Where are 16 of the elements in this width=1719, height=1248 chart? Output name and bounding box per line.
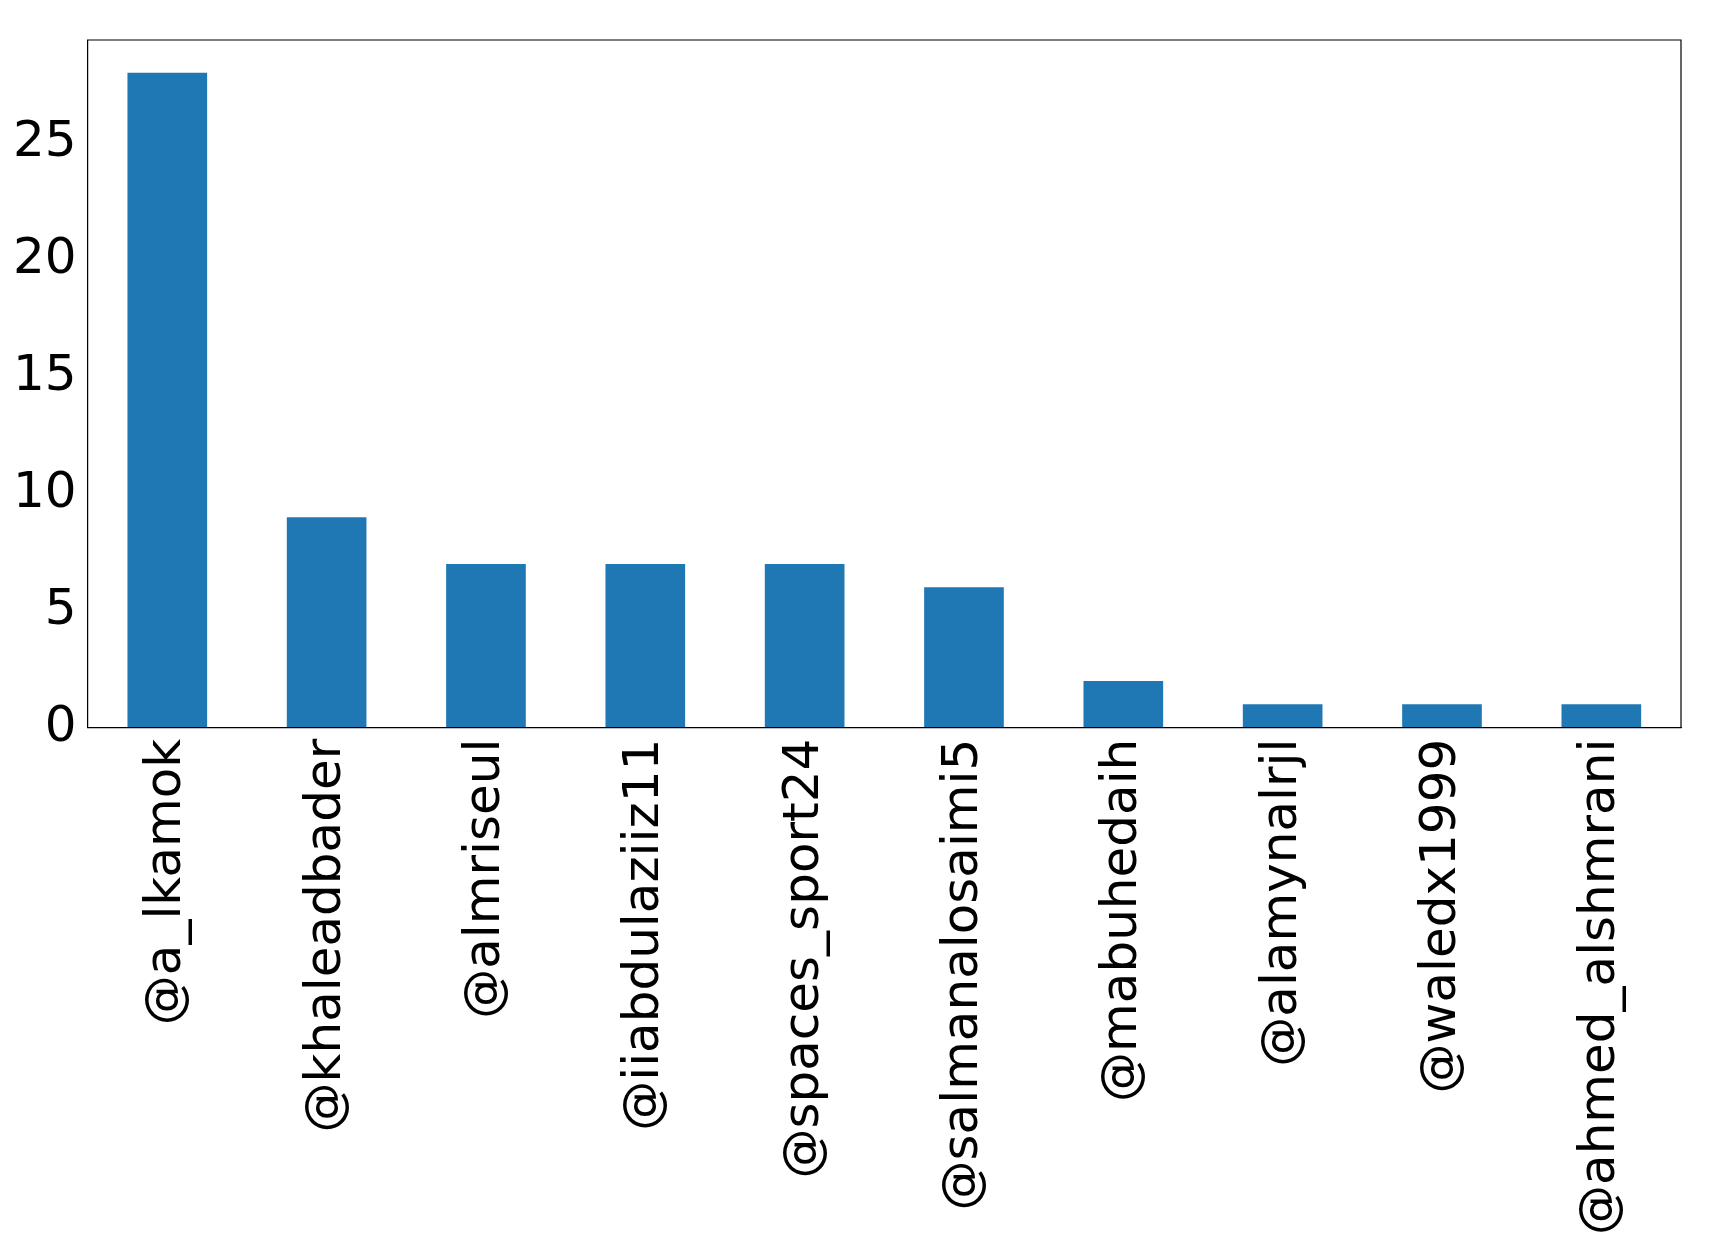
x-tick-label: @salmanalosaimi5 <box>930 738 989 1211</box>
y-tick-label: 15 <box>13 343 77 402</box>
x-tick-label: @ahmed_alshmrani <box>1568 738 1627 1236</box>
y-tick-label: 25 <box>13 109 77 168</box>
y-tick-label: 5 <box>44 577 77 636</box>
x-tick-label: @a_lkamok <box>134 738 193 1026</box>
x-tick-label: @spaces_sport24 <box>771 738 830 1179</box>
x-tick-label: @khaleadbader <box>293 738 352 1133</box>
x-tick-label: @mabuhedaih <box>1090 738 1149 1102</box>
x-tick-label: @alamynalrjl <box>1249 738 1308 1067</box>
y-tick-label: 0 <box>44 694 77 753</box>
y-tick-label: 20 <box>13 226 77 285</box>
y-tick-label: 10 <box>13 460 77 519</box>
x-tick-label: @waledx1999 <box>1408 738 1467 1094</box>
x-tick-label: @iiabdulaziiz11 <box>612 738 671 1131</box>
x-tick-label: @almriseul <box>452 738 511 1019</box>
